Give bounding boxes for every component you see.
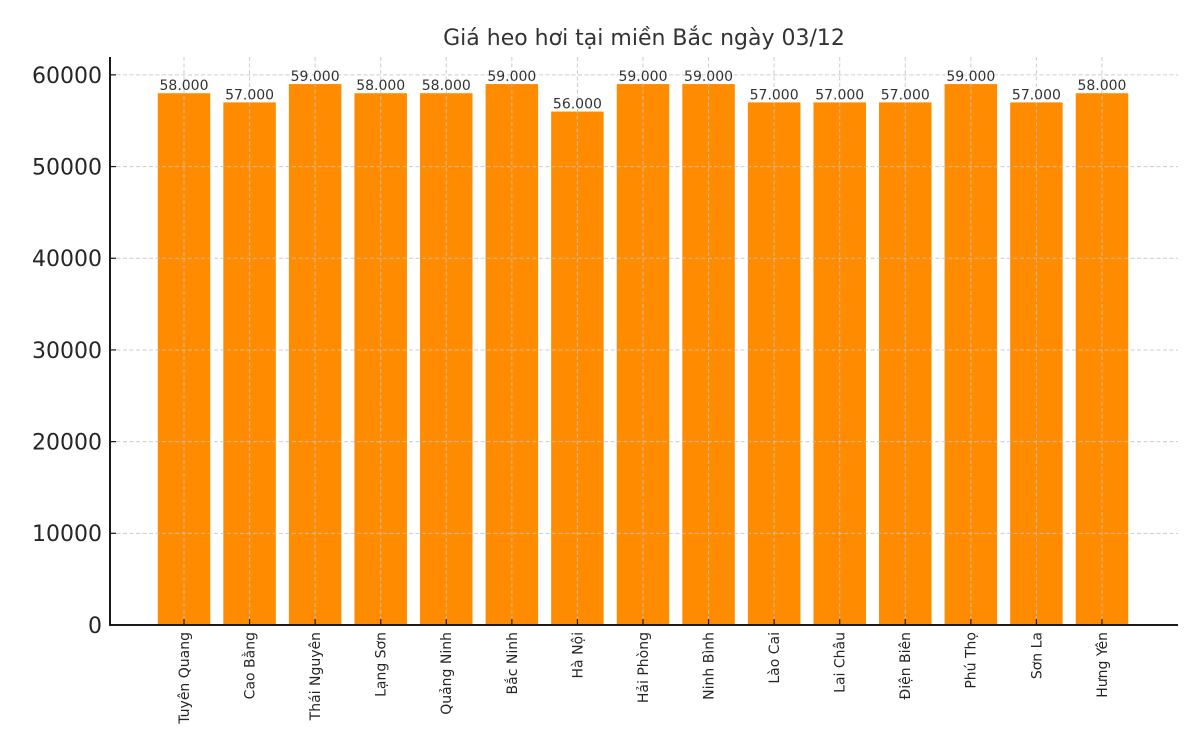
bar-value-label: 59.000 xyxy=(618,69,667,85)
y-tick-label: 30000 xyxy=(32,339,102,364)
x-tick-label: Quảng Ninh xyxy=(439,632,455,715)
gridlines xyxy=(110,57,1178,625)
x-tick-label: Bắc Ninh xyxy=(504,632,521,694)
bar xyxy=(682,84,735,626)
x-tick-label: Hưng Yên xyxy=(1095,632,1111,698)
x-tick-label: Điện Biên xyxy=(898,632,914,700)
bar xyxy=(485,84,539,626)
bar-value-label: 57.000 xyxy=(750,87,799,103)
bar-value-label: 57.000 xyxy=(881,87,930,103)
bar-value-label: 58.000 xyxy=(160,78,209,94)
bar-value-label: 57.000 xyxy=(1012,87,1061,103)
x-tick-label: Thái Nguyên xyxy=(308,632,324,721)
y-tick-label: 10000 xyxy=(32,522,102,547)
bar xyxy=(616,84,670,626)
x-tick-label: Tuyên Quang xyxy=(177,632,193,725)
x-tick-label: Cao Bằng xyxy=(241,632,258,699)
x-tick-label: Hải Phòng xyxy=(636,632,652,703)
x-tick-label: Lai Châu xyxy=(833,632,849,693)
y-tick-label: 50000 xyxy=(32,155,102,180)
x-tick-label: Phú Thọ xyxy=(964,632,980,689)
x-tick-label: Lào Cai xyxy=(767,632,783,684)
bar-value-label: 58.000 xyxy=(1077,78,1126,94)
bar xyxy=(288,84,342,626)
chart-title: Giá heo hơi tại miền Bắc ngày 03/12 xyxy=(443,26,845,51)
y-tick-label: 20000 xyxy=(32,431,102,456)
x-tick-label: Ninh Bình xyxy=(701,632,717,700)
bar-value-label: 58.000 xyxy=(422,78,471,94)
axes xyxy=(109,57,1178,626)
bar-value-label: 57.000 xyxy=(225,87,274,103)
y-tick-label: 60000 xyxy=(32,64,102,89)
labels: 58.000 Tuyên Quang 57.000 Cao Bằng 59.000 Thá… xyxy=(32,64,1126,725)
x-tick-label: Sơn La xyxy=(1029,632,1045,679)
bar-value-label: 58.000 xyxy=(356,78,405,94)
bar-value-label: 56.000 xyxy=(553,97,602,113)
x-tick-label: Lạng Sơn xyxy=(374,632,390,697)
x-tick-label: Hà Nội xyxy=(570,632,586,678)
bar-value-label: 59.000 xyxy=(946,69,995,85)
bar xyxy=(944,84,998,626)
bar-value-label: 59.000 xyxy=(487,69,536,85)
y-tick-label: 0 xyxy=(88,614,102,639)
bar-value-label: 57.000 xyxy=(815,87,864,103)
y-tick-label: 40000 xyxy=(32,247,102,272)
bar-value-label: 59.000 xyxy=(684,69,733,85)
bars xyxy=(157,84,1129,626)
bar-value-label: 59.000 xyxy=(291,69,340,85)
